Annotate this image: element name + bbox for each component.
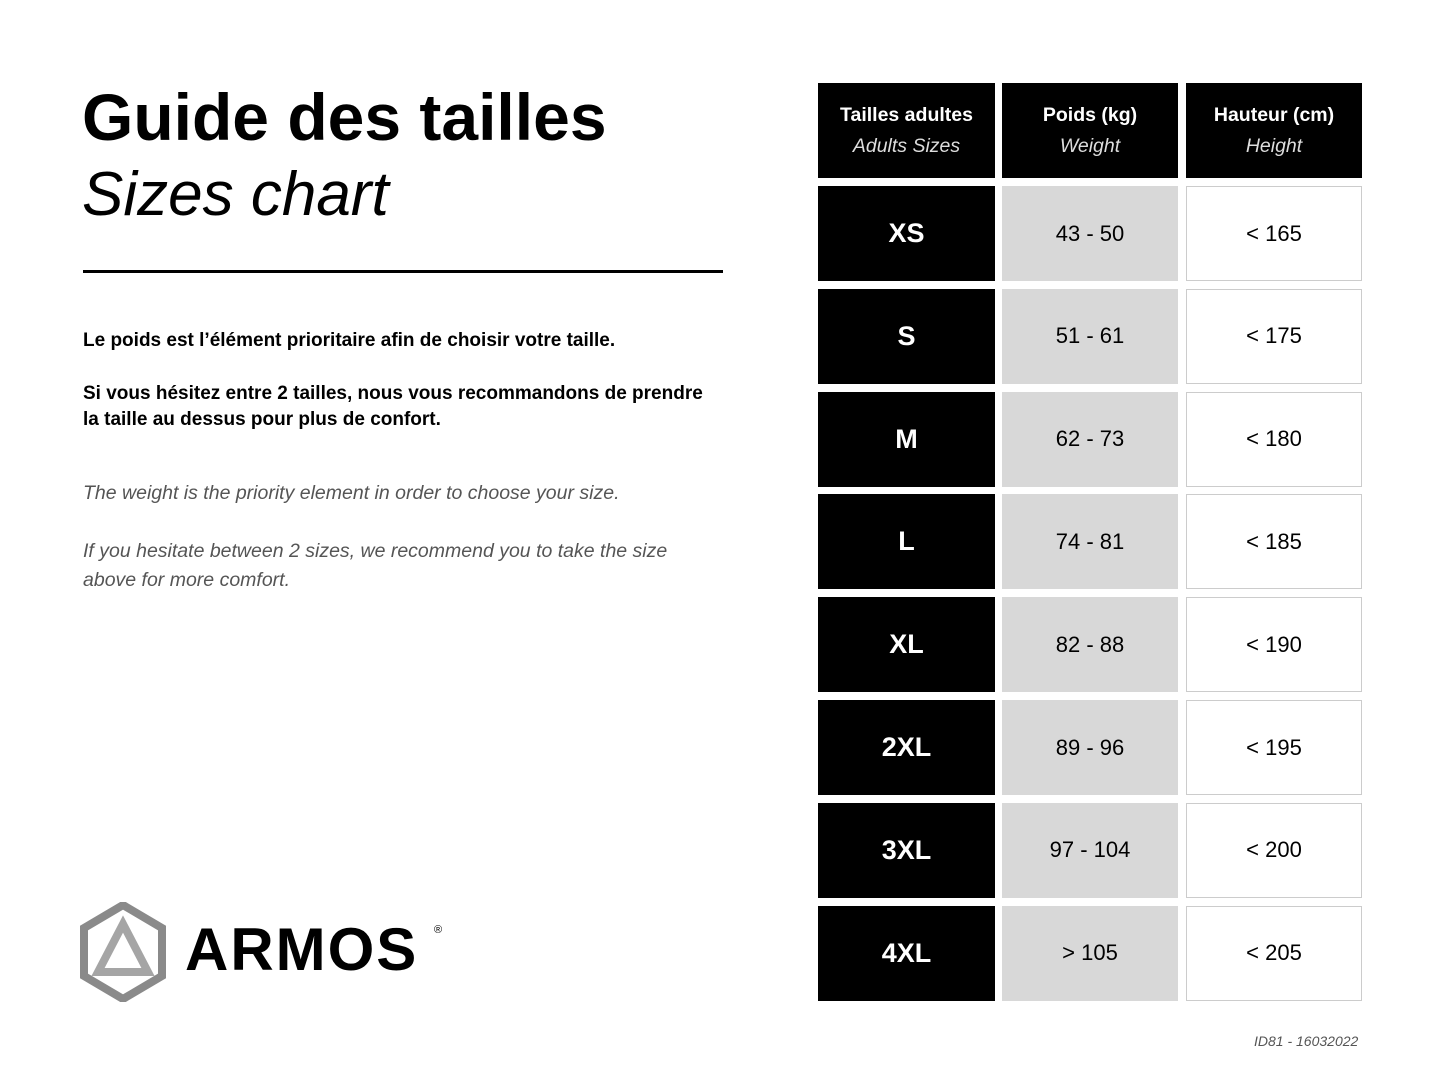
- page-title: Guide des tailles: [82, 80, 607, 154]
- cell-height: < 205: [1186, 905, 1362, 1001]
- cell-height: < 175: [1186, 288, 1362, 384]
- cell-size: XL: [818, 597, 995, 693]
- cell-weight: 43 - 50: [1002, 186, 1178, 281]
- brand-name: ARMOS: [185, 916, 419, 983]
- header-height: Hauteur (cm) Height: [1186, 83, 1362, 178]
- cell-size: XS: [818, 186, 995, 281]
- header-weight-fr: Poids (kg): [1042, 103, 1138, 126]
- cell-size: M: [818, 391, 995, 487]
- header-size-fr: Tailles adultes: [840, 103, 973, 126]
- text-en-2: If you hesitate between 2 sizes, we reco…: [83, 540, 668, 591]
- cell-weight: 89 - 96: [1002, 700, 1178, 795]
- cell-height: < 200: [1186, 802, 1362, 898]
- registered-mark: ®: [434, 924, 443, 936]
- page-subtitle: Sizes chart: [82, 160, 389, 229]
- armos-logo-icon: [80, 902, 166, 1002]
- cell-weight: 74 - 81: [1002, 494, 1178, 590]
- header-height-fr: Hauteur (cm): [1213, 103, 1335, 126]
- cell-size: 4XL: [818, 905, 995, 1001]
- text-fr-1: Le poids est l’élément prioritaire afin …: [83, 330, 616, 351]
- cell-weight: 51 - 61: [1002, 288, 1178, 384]
- header-weight: Poids (kg) Weight: [1002, 83, 1178, 178]
- cell-height: < 165: [1186, 186, 1362, 281]
- text-en-1: The weight is the priority element in or…: [83, 482, 620, 504]
- divider: [83, 270, 723, 273]
- document-id: ID81 - 16032022: [1254, 1033, 1359, 1049]
- cell-weight: 82 - 88: [1002, 597, 1178, 693]
- cell-size: S: [818, 288, 995, 384]
- header-weight-en: Weight: [1059, 134, 1121, 157]
- cell-size: 2XL: [818, 700, 995, 795]
- cell-size: 3XL: [818, 802, 995, 898]
- header-height-en: Height: [1245, 134, 1303, 157]
- cell-size: L: [818, 494, 995, 590]
- cell-weight: 62 - 73: [1002, 391, 1178, 487]
- cell-height: < 185: [1186, 494, 1362, 590]
- cell-height: < 195: [1186, 700, 1362, 795]
- cell-weight: 97 - 104: [1002, 802, 1178, 898]
- header-size-en: Adults Sizes: [852, 134, 961, 157]
- cell-height: < 190: [1186, 597, 1362, 693]
- header-size: Tailles adultes Adults Sizes: [818, 83, 995, 178]
- text-fr-2: Si vous hésitez entre 2 tailles, nous vo…: [83, 383, 703, 430]
- cell-weight: > 105: [1002, 905, 1178, 1001]
- cell-height: < 180: [1186, 391, 1362, 487]
